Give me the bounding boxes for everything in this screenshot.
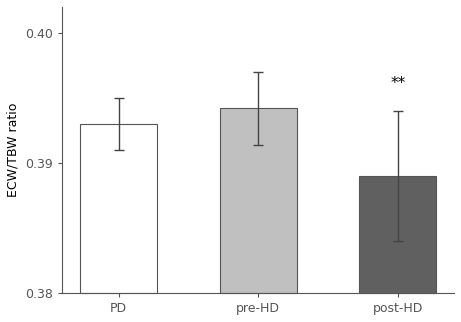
Text: **: ** xyxy=(390,76,406,91)
Bar xyxy=(360,176,436,293)
Bar xyxy=(80,124,157,293)
Bar xyxy=(220,109,296,293)
Y-axis label: ECW/TBW ratio: ECW/TBW ratio xyxy=(7,103,20,197)
